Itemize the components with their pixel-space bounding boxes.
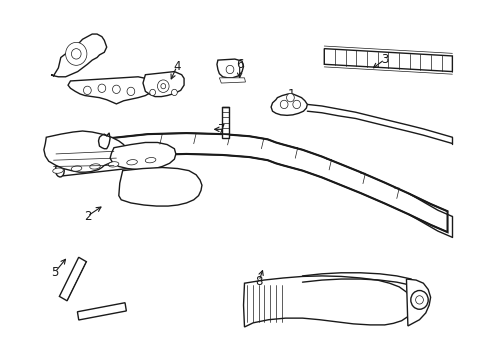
Polygon shape (44, 131, 126, 172)
Circle shape (112, 85, 120, 94)
Circle shape (280, 100, 287, 109)
Circle shape (286, 94, 294, 102)
Text: 8: 8 (255, 275, 262, 288)
Circle shape (65, 42, 87, 65)
Ellipse shape (126, 159, 137, 165)
Text: 1: 1 (287, 89, 295, 102)
Ellipse shape (90, 164, 100, 169)
Polygon shape (222, 107, 228, 138)
Circle shape (410, 291, 427, 309)
Polygon shape (68, 77, 155, 104)
Polygon shape (77, 303, 126, 320)
Polygon shape (110, 143, 176, 170)
Polygon shape (270, 94, 307, 115)
Polygon shape (51, 34, 106, 77)
Circle shape (71, 49, 81, 59)
Circle shape (415, 296, 423, 304)
Text: 7: 7 (217, 123, 224, 136)
Text: 3: 3 (380, 53, 387, 66)
Circle shape (98, 84, 105, 93)
Text: 4: 4 (173, 60, 180, 73)
Ellipse shape (145, 158, 156, 163)
Circle shape (161, 84, 165, 89)
Circle shape (127, 87, 135, 95)
Ellipse shape (55, 164, 64, 177)
Ellipse shape (71, 166, 81, 171)
Polygon shape (219, 78, 245, 83)
Polygon shape (119, 167, 202, 206)
Polygon shape (217, 59, 243, 78)
Polygon shape (406, 279, 430, 326)
Polygon shape (59, 257, 86, 301)
Polygon shape (243, 276, 412, 327)
Polygon shape (61, 155, 146, 176)
Polygon shape (324, 49, 451, 72)
Circle shape (225, 65, 233, 74)
Circle shape (83, 86, 91, 95)
Circle shape (149, 89, 155, 95)
Text: 6: 6 (235, 58, 243, 71)
Ellipse shape (144, 154, 153, 167)
Text: 5: 5 (51, 266, 59, 279)
Circle shape (292, 100, 300, 109)
Polygon shape (109, 133, 447, 232)
Circle shape (157, 80, 169, 93)
Circle shape (171, 89, 177, 95)
Ellipse shape (108, 162, 119, 167)
Polygon shape (142, 72, 183, 96)
Ellipse shape (53, 168, 63, 173)
Text: 2: 2 (83, 210, 91, 222)
